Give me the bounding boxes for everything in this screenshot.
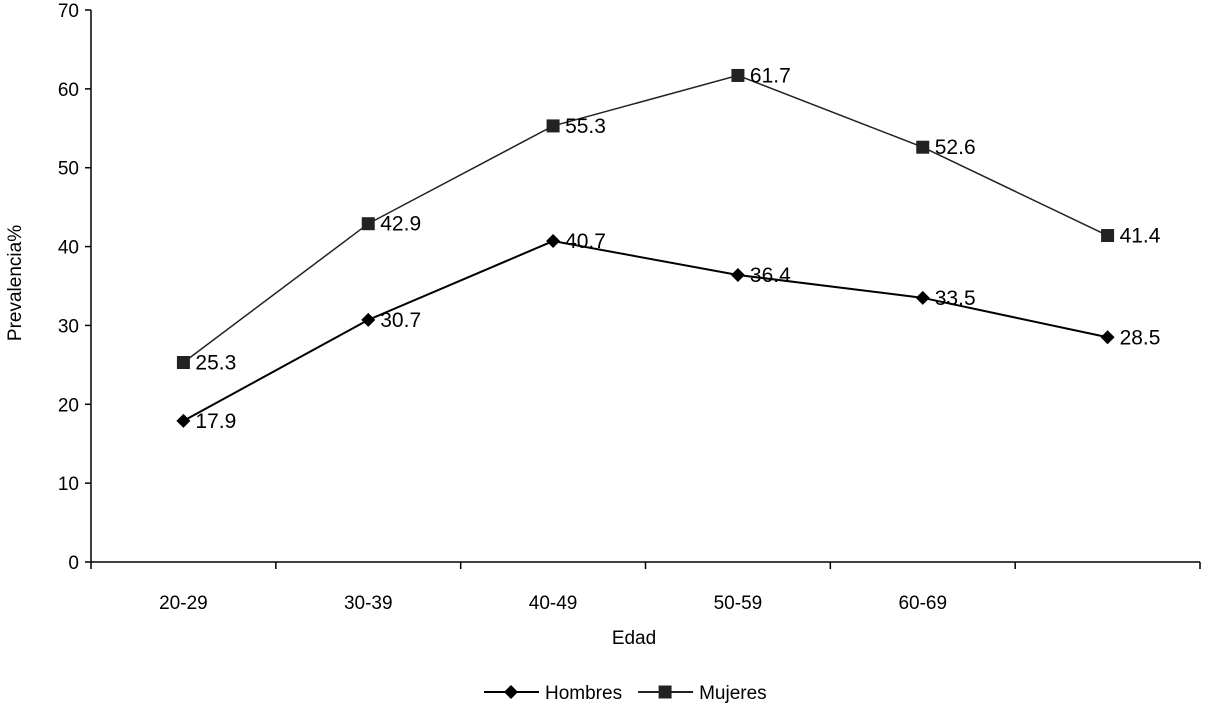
x-tick-label: 30-39 (344, 593, 393, 614)
x-ticks: 20-29 30-39 40-49 50-59 60-69 (90, 562, 1201, 614)
legend-item-hombres: Hombres (484, 683, 622, 704)
data-label-hombres: 17.9 (195, 410, 236, 433)
series-line-hombres (182, 240, 1108, 422)
y-ticks: 0 10 20 30 40 50 60 70 (58, 1, 91, 574)
data-point-hombres (361, 312, 376, 327)
data-point-mujeres (1101, 229, 1115, 243)
legend: Hombres Mujeres (484, 683, 767, 704)
data-point-hombres (915, 290, 930, 305)
data-point-mujeres (731, 68, 745, 82)
series-hombres: 17.9 30.7 40.7 36.4 33.5 28.5 (176, 230, 1160, 433)
data-label-mujeres: 42.9 (380, 213, 421, 236)
data-point-mujeres (546, 119, 560, 133)
y-tick-label: 70 (58, 1, 79, 22)
x-tick-label: 20-29 (159, 593, 208, 614)
series-layer: 17.9 30.7 40.7 36.4 33.5 28.5 25.3 42.9 55.3 61.7… (176, 64, 1161, 433)
x-tick-label: 60-69 (898, 593, 947, 614)
x-tick-label: 50-59 (714, 593, 763, 614)
data-label-hombres: 30.7 (380, 309, 421, 332)
legend-marker-hombres (504, 685, 518, 699)
data-point-hombres (176, 413, 191, 428)
data-point-hombres (730, 267, 745, 282)
data-label-mujeres: 41.4 (1120, 225, 1161, 248)
x-tick-label: 40-49 (529, 593, 578, 614)
series-mujeres: 25.3 42.9 55.3 61.7 52.6 41.4 (176, 64, 1161, 374)
y-tick-label: 10 (58, 474, 79, 495)
data-label-hombres: 36.4 (750, 264, 791, 287)
y-tick-label: 50 (58, 159, 79, 180)
data-label-mujeres: 52.6 (935, 136, 976, 159)
data-point-hombres (546, 234, 561, 249)
data-point-mujeres (916, 140, 930, 154)
y-axis-title: Prevalencia% (5, 225, 26, 341)
legend-marker-mujeres (658, 685, 672, 699)
data-label-hombres: 28.5 (1120, 326, 1161, 349)
y-tick-label: 0 (68, 553, 79, 574)
legend-label-hombres: Hombres (545, 683, 622, 704)
y-tick-label: 20 (58, 395, 79, 416)
data-point-mujeres (361, 217, 375, 231)
y-tick-label: 30 (58, 316, 79, 337)
data-label-mujeres: 61.7 (750, 64, 791, 87)
data-label-mujeres: 55.3 (565, 115, 606, 138)
data-label-hombres: 33.5 (935, 287, 976, 310)
data-point-mujeres (176, 355, 190, 369)
axes: 0 10 20 30 40 50 60 70 20-29 30-39 40-49 50-59 60-6… (58, 1, 1201, 614)
series-line-mujeres (182, 74, 1108, 364)
data-point-hombres (1100, 330, 1115, 345)
data-label-hombres: 40.7 (565, 230, 606, 253)
x-axis-title: Edad (612, 628, 656, 649)
legend-label-mujeres: Mujeres (699, 683, 767, 704)
legend-item-mujeres: Mujeres (638, 683, 767, 704)
y-tick-label: 40 (58, 238, 79, 259)
y-tick-label: 60 (58, 80, 79, 101)
data-label-mujeres: 25.3 (195, 351, 236, 374)
